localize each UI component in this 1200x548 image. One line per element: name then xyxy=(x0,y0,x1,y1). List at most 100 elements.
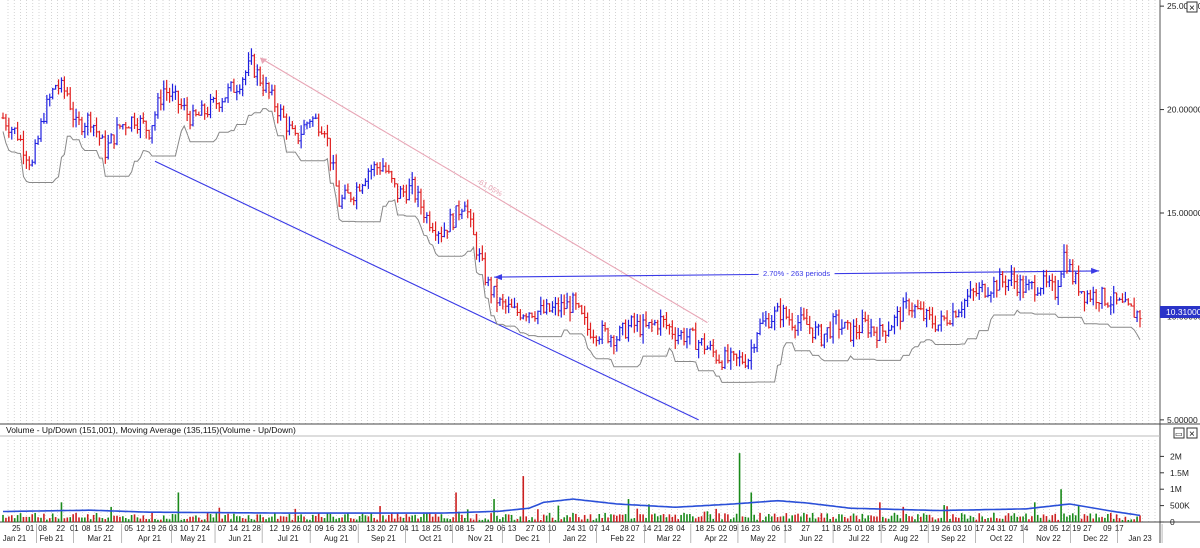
volume-bar xyxy=(139,518,142,522)
x-month-label: Feb 22 xyxy=(610,534,634,543)
volume-minimize-button[interactable]: ▭ xyxy=(1173,427,1185,439)
volume-bar xyxy=(332,516,335,522)
volume-bar xyxy=(347,513,349,522)
volume-bar xyxy=(645,517,647,522)
x-month-label: May 21 xyxy=(180,534,206,543)
volume-bar xyxy=(589,514,592,522)
volume-bar xyxy=(1025,513,1027,522)
volume-bar xyxy=(440,514,443,522)
volume-bar xyxy=(528,519,530,522)
x-day-label: 14 xyxy=(601,524,610,533)
volume-bar xyxy=(1033,502,1036,522)
volume-bar xyxy=(595,518,598,522)
trailing-stop-line xyxy=(2,108,1141,383)
volume-bar xyxy=(642,514,644,522)
volume-bar xyxy=(414,514,416,522)
volume-bar xyxy=(990,517,992,522)
volume-bar xyxy=(1083,514,1086,522)
volume-bar xyxy=(919,516,922,522)
volume-bar xyxy=(449,519,452,522)
volume-bar xyxy=(841,514,843,522)
volume-bar xyxy=(607,517,609,522)
volume-bar xyxy=(8,516,10,522)
x-day-label: 26 xyxy=(158,524,167,533)
x-day-label: 23 xyxy=(751,524,760,533)
x-day-label: 06 xyxy=(771,524,780,533)
volume-bar xyxy=(838,514,840,522)
volume-bar xyxy=(800,516,802,522)
x-day-label: 01 xyxy=(26,524,35,533)
volume-bar xyxy=(849,515,852,522)
volume-bar xyxy=(113,515,115,522)
x-day-label: 30 xyxy=(348,524,357,533)
volume-bar xyxy=(499,519,501,522)
volume-bar xyxy=(534,519,536,522)
volume-bar xyxy=(934,519,937,522)
x-day-label: 17 xyxy=(975,524,984,533)
x-day-label: 18 xyxy=(832,524,841,533)
volume-bar xyxy=(1031,516,1033,522)
volume-bars xyxy=(2,453,1141,522)
x-day-label: 28 xyxy=(252,524,261,533)
volume-bar xyxy=(16,515,19,522)
volume-bar xyxy=(551,517,554,522)
volume-bar xyxy=(127,519,130,522)
volume-bar xyxy=(908,516,910,522)
x-day-label: 10 xyxy=(548,524,557,533)
volume-bar xyxy=(165,518,168,522)
x-day-label: 12 xyxy=(1061,524,1070,533)
volume-close-button[interactable]: × xyxy=(1186,427,1198,440)
x-day-label: 05 xyxy=(124,524,133,533)
volume-bar xyxy=(557,505,560,522)
volume-bar xyxy=(1010,515,1013,522)
x-month-label: Dec 22 xyxy=(1083,534,1108,543)
x-month-label: Feb 21 xyxy=(40,534,64,543)
volume-bar xyxy=(592,519,595,522)
x-day-label: 19 xyxy=(931,524,940,533)
volume-bar xyxy=(244,518,247,522)
volume-bar xyxy=(925,514,928,522)
volume-bar xyxy=(902,506,905,522)
volume-bar xyxy=(1104,517,1106,522)
volume-bar xyxy=(130,515,133,522)
volume-bar xyxy=(829,518,831,522)
x-day-label: 15 xyxy=(877,524,886,533)
x-day-label: 08 xyxy=(866,524,875,533)
volume-bar xyxy=(697,516,700,522)
x-day-label: 26 xyxy=(292,524,301,533)
x-month-label: Aug 22 xyxy=(894,534,919,543)
volume-bar xyxy=(773,513,776,522)
volume-bar xyxy=(1013,513,1016,522)
volume-bar xyxy=(72,514,74,522)
volume-bar xyxy=(475,513,478,522)
volume-bar xyxy=(873,516,875,522)
volume-bar xyxy=(709,514,712,522)
x-day-label: 12 xyxy=(919,524,928,533)
volume-bar xyxy=(861,513,864,522)
x-day-label: 25 xyxy=(843,524,852,533)
x-day-label: 02 xyxy=(303,524,312,533)
price-close-button[interactable]: × xyxy=(1186,1,1198,14)
volume-bar xyxy=(884,518,887,522)
volume-bar xyxy=(405,514,408,522)
volume-bar xyxy=(832,516,834,522)
volume-bar xyxy=(1136,516,1138,522)
volume-bar xyxy=(616,515,618,522)
volume-bar xyxy=(399,516,402,522)
volume-bar xyxy=(776,517,779,522)
volume-bar xyxy=(431,516,434,522)
x-day-label: 16 xyxy=(326,524,335,533)
x-month-label: Nov 21 xyxy=(468,534,493,543)
x-day-label: 05 xyxy=(1050,524,1059,533)
volume-bar xyxy=(765,516,767,522)
volume-bar xyxy=(481,519,484,522)
volume-bar xyxy=(762,520,764,522)
volume-bar xyxy=(469,518,472,522)
arrowhead-icon xyxy=(260,57,268,64)
volume-bar xyxy=(379,505,381,522)
volume-bar xyxy=(1118,518,1121,522)
volume-bar xyxy=(1139,515,1141,522)
volume-bar xyxy=(636,508,639,522)
volume-bar xyxy=(654,513,656,522)
